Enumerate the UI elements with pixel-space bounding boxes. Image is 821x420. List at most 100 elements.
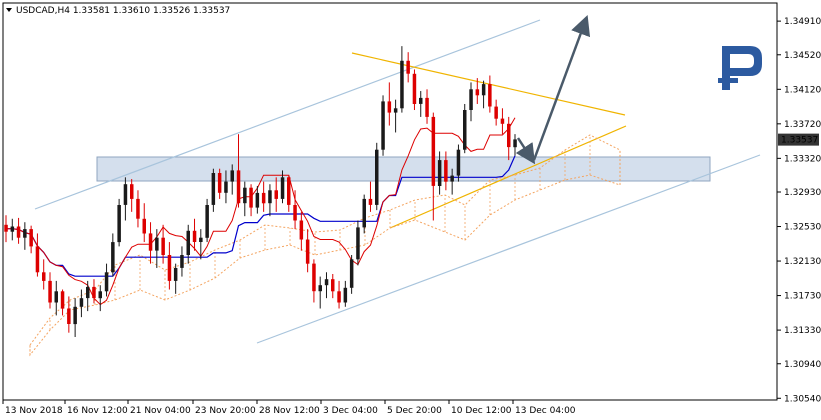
triangle-down-icon [6,8,12,12]
x-tick-label: 16 Nov 12:00 [67,406,128,416]
channel-upper-line [34,19,541,210]
candle-body [224,181,228,193]
candle-body [35,246,40,273]
candle-body [387,101,392,113]
y-tick-label: 1.33720 [784,120,821,130]
candle-body [475,89,480,96]
candle-body [205,205,209,238]
triangle-lower-line [389,125,627,229]
candle-body [186,230,190,255]
y-tick-label: 1.32930 [784,188,821,198]
candle-body [192,230,197,242]
candle-body [230,170,234,182]
y-tick-label: 1.34520 [784,51,821,61]
candle-body [400,60,404,109]
candle-body [117,205,121,243]
candle-body [393,108,398,113]
candle-body [299,220,304,240]
candle-body [500,118,505,124]
chart-header-text: USDCAD,H4 1.33581 1.33610 1.33526 1.3353… [16,6,230,16]
candle-body [368,198,373,205]
candle-body [337,291,341,303]
candle-body [507,123,511,148]
tenkan-sen-line [6,117,516,306]
candle-body [79,298,84,307]
candle-body [412,73,417,104]
candle-body [481,84,486,96]
candle-body [419,97,423,104]
candle-body [463,110,467,150]
candle-body [249,187,253,208]
y-tick-label: 1.30940 [784,360,821,370]
candle-body [425,97,429,117]
candle-body [86,286,90,299]
candle-body [349,259,354,288]
candle-body [67,308,71,324]
candle-body [4,224,8,232]
candle-body [142,218,146,234]
candle-body [60,291,65,309]
x-tick-label: 21 Nov 04:00 [130,406,191,416]
candle-body [381,101,385,150]
candle-body [255,192,260,208]
candle-body [287,177,291,205]
x-tick-label: 10 Dec 12:00 [451,406,512,416]
candle-body [104,272,109,292]
candle-body [324,279,329,286]
candle-body [98,291,102,299]
forecast-arrow-down [515,137,536,165]
candle-body [280,177,285,199]
candle-body [161,237,165,255]
kijun-sen-line [6,155,516,277]
triangle-upper-line [351,52,626,116]
candle-body [431,116,436,186]
forecast-arrow-up [532,14,591,161]
candle-body [444,160,448,182]
x-tick-label: 13 Dec 04:00 [515,406,576,416]
candle-body [305,239,310,264]
candle-body [130,184,134,199]
candle-body [23,229,27,238]
candle-body [29,229,33,247]
candle-body [42,272,46,281]
x-tick-label: 28 Nov 12:00 [259,406,320,416]
y-tick-label: 1.32130 [784,257,821,267]
candle-body [136,198,140,219]
y-tick-label: 1.34120 [784,85,821,95]
candle-body [513,139,517,148]
candle-body [180,255,184,268]
candle-body [73,306,77,325]
candle-body [217,173,222,193]
candle-body [10,226,15,232]
candle-body [268,190,272,204]
candle-body [450,175,454,182]
channel-lower-line [256,154,761,344]
candle-body [16,226,21,238]
ichimoku-cloud [29,134,621,357]
candle-body [356,227,360,260]
candle-body [236,170,241,204]
candle-body [54,291,58,303]
current-price-label: 1.33537 [781,136,818,146]
candle-body [312,263,316,292]
logo-r-shape [722,46,762,90]
x-tick-label: 23 Nov 20:00 [195,406,256,416]
candle-body [437,160,442,186]
candle-body [173,268,178,281]
y-tick-label: 1.34910 [784,17,821,27]
candle-body [375,149,379,205]
logo-bar [718,78,738,83]
y-tick-label: 1.30540 [784,394,821,404]
y-tick-label: 1.33320 [784,154,821,164]
y-tick-label: 1.31330 [784,326,821,336]
candle-body [123,184,128,205]
candle-body [274,190,278,199]
candle-body [211,173,216,205]
candle-body [406,60,410,74]
candle-body [331,279,335,292]
candle-body [92,286,96,299]
x-tick-label: 3 Dec 04:00 [323,406,378,416]
x-tick-label: 5 Dec 20:00 [387,406,442,416]
candle-body [261,192,266,204]
